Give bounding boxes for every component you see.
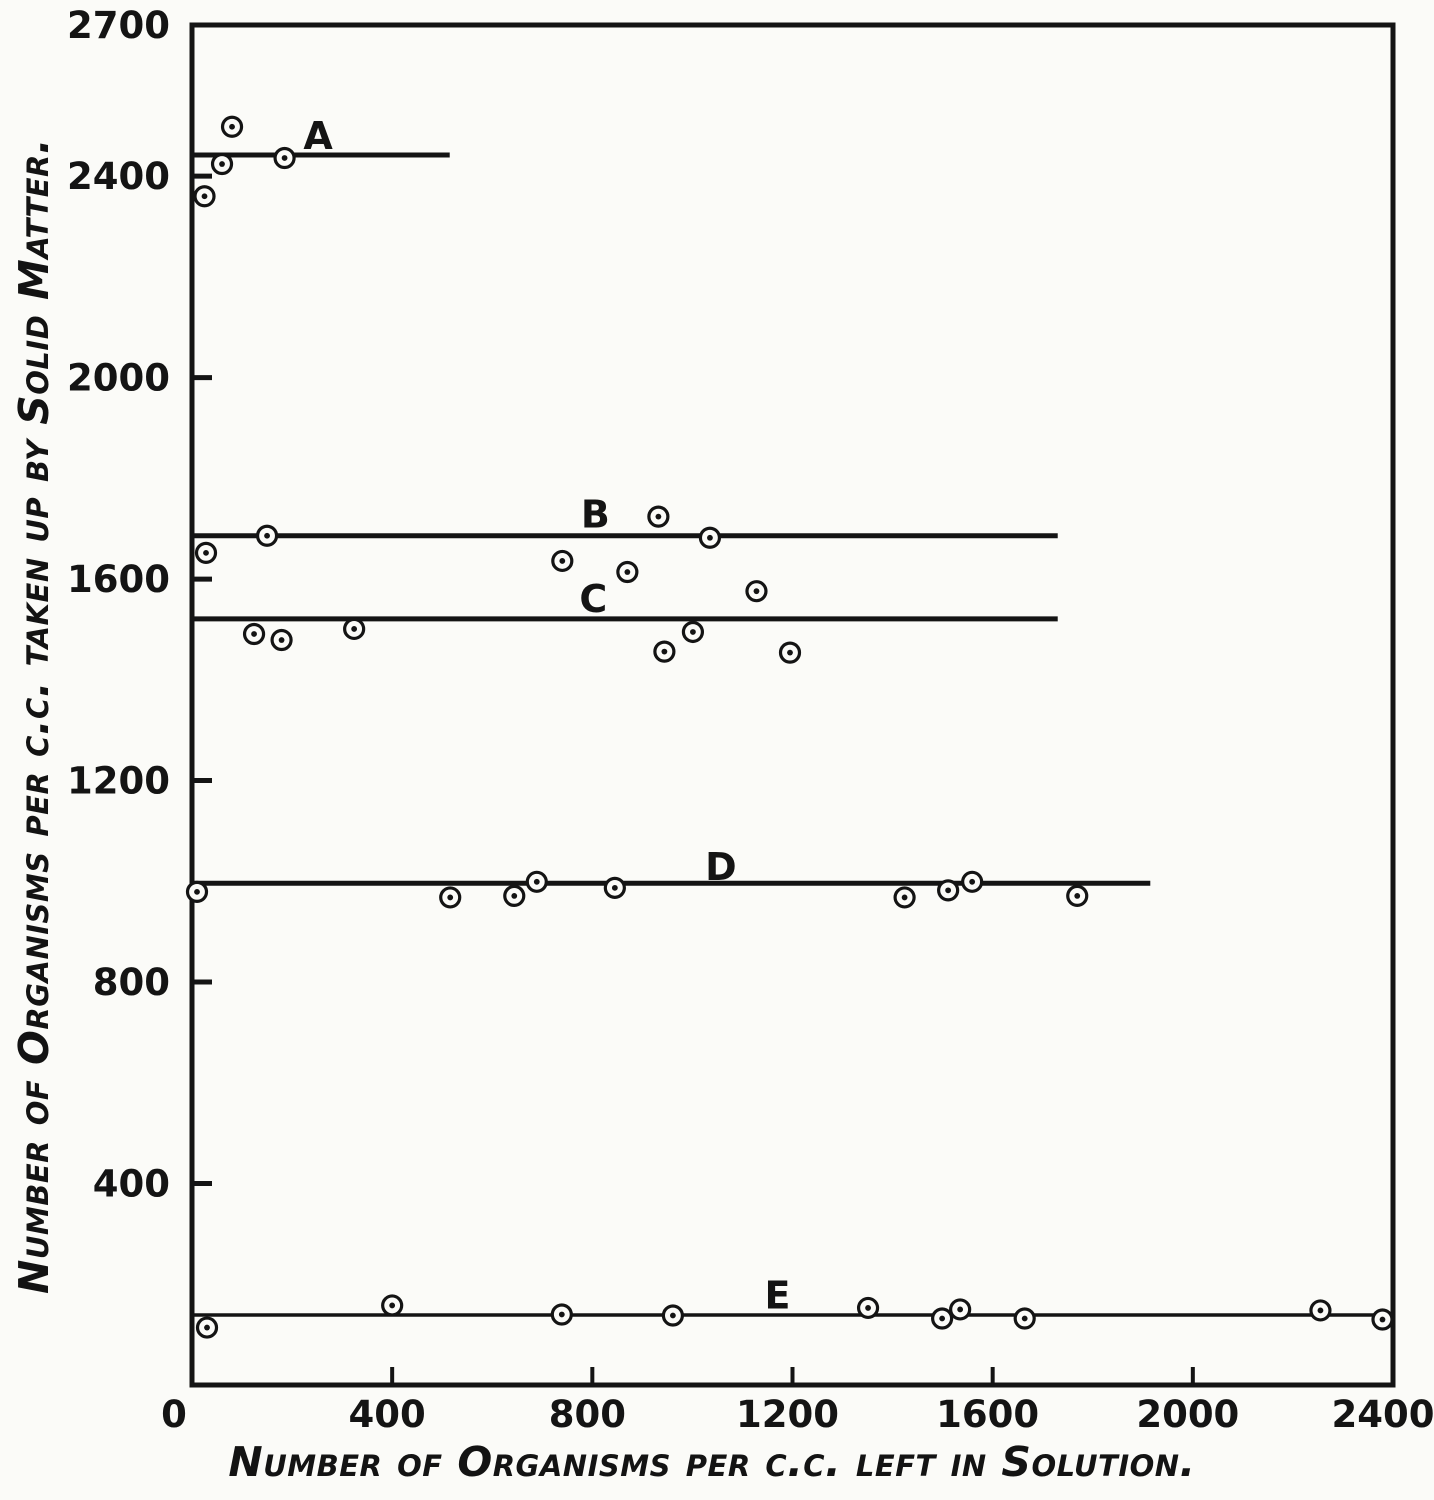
data-point-dot xyxy=(264,532,270,539)
data-point-dot xyxy=(901,894,908,901)
data-point-dot xyxy=(611,884,618,891)
data-point-dot xyxy=(1021,1315,1028,1322)
data-point-dot xyxy=(389,1302,396,1309)
data-point-dot xyxy=(281,155,288,161)
data-point-dot xyxy=(351,626,358,632)
data-point-dot xyxy=(957,1306,964,1313)
data-point-dot xyxy=(787,649,793,656)
y-tick-label: 2000 xyxy=(67,357,170,400)
data-point-dot xyxy=(1379,1316,1386,1323)
y-axis-title: Number of Organisms per c.c. taken up by… xyxy=(10,138,58,1294)
data-point-dot xyxy=(1074,893,1081,899)
data-point-dot xyxy=(624,569,631,575)
data-point-dot xyxy=(204,1324,210,1331)
x-tick-label: 2000 xyxy=(1136,1393,1239,1436)
x-tick-label: 400 xyxy=(349,1393,426,1436)
y-tick-label: 400 xyxy=(93,1163,170,1206)
x-tick-label: 0 xyxy=(161,1393,187,1436)
data-point-dot xyxy=(1317,1307,1324,1314)
x-tick-label: 2400 xyxy=(1332,1393,1434,1436)
data-point-dot xyxy=(655,513,662,520)
x-axis-title: Number of Organisms per c.c. left in Sol… xyxy=(228,1438,1196,1486)
data-point-dot xyxy=(447,894,454,901)
data-point-dot xyxy=(229,123,235,130)
series-label-a: A xyxy=(303,114,333,158)
data-point-dot xyxy=(533,878,540,885)
y-tick-label: 2400 xyxy=(67,155,170,198)
data-point-dot xyxy=(865,1305,871,1311)
data-point-dot xyxy=(945,887,952,894)
data-point-dot xyxy=(219,161,225,167)
series-label-b: B xyxy=(581,493,610,537)
data-point-dot xyxy=(251,631,257,637)
data-point-dot xyxy=(203,549,209,556)
data-point-dot xyxy=(690,629,696,635)
y-tick-label: 2700 xyxy=(67,4,170,47)
data-point-dot xyxy=(969,878,976,885)
data-point-dot xyxy=(670,1312,676,1319)
y-tick-label: 1200 xyxy=(67,760,170,803)
series-label-e: E xyxy=(765,1273,791,1317)
x-tick-label: 1600 xyxy=(936,1393,1039,1436)
data-point-dot xyxy=(939,1315,946,1322)
data-point-dot xyxy=(278,637,285,643)
data-point-dot xyxy=(753,588,760,595)
data-point-dot xyxy=(707,534,713,541)
data-point-dot xyxy=(201,193,208,200)
x-tick-label: 800 xyxy=(549,1393,626,1436)
series-label-d: D xyxy=(705,845,737,889)
data-point-dot xyxy=(661,648,668,655)
plot-frame xyxy=(189,22,1396,1388)
data-point-dot xyxy=(194,888,200,895)
data-point-dot xyxy=(558,1311,565,1318)
data-point-dot xyxy=(559,558,566,564)
x-tick-label: 1200 xyxy=(736,1393,839,1436)
y-tick-label: 1600 xyxy=(67,558,170,601)
series-label-c: C xyxy=(579,577,607,621)
y-tick-label: 800 xyxy=(93,961,170,1004)
data-point-dot xyxy=(511,893,518,899)
